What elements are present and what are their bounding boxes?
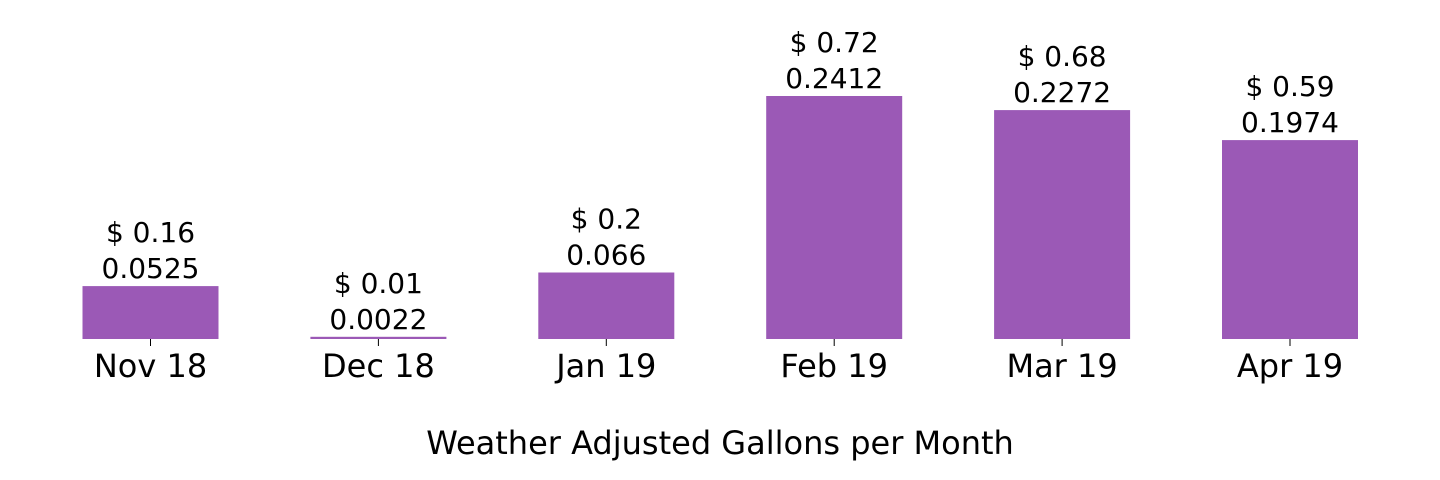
x-axis-label: Weather Adjusted Gallons per Month	[426, 424, 1014, 462]
x-tick-label: Mar 19	[1006, 347, 1117, 385]
cost-label: $ 0.72	[790, 26, 879, 59]
bar-apr-19	[1222, 140, 1358, 339]
cost-label: $ 0.68	[1018, 40, 1107, 73]
x-tick-label: Dec 18	[322, 347, 435, 385]
value-label: 0.2272	[1013, 76, 1111, 109]
cost-label: $ 0.01	[334, 267, 423, 300]
cost-label: $ 0.2	[571, 203, 642, 236]
bar-nov-18	[82, 286, 219, 339]
x-tick-label: Nov 18	[94, 347, 207, 385]
data-labels-group: 0.0525$ 0.16 0.0022$ 0.01 0.066$ 0.2 0.2412…	[102, 26, 1339, 336]
bar-jan-19	[538, 272, 675, 339]
cost-label: $ 0.16	[106, 216, 195, 249]
x-ticks-group: Nov 18 Dec 18 Jan 19 Feb 19 Mar 19 Apr 19	[94, 339, 1343, 385]
x-tick-label: Apr 19	[1237, 347, 1343, 385]
x-tick-label: Feb 19	[780, 347, 888, 385]
bar-mar-19	[994, 110, 1131, 339]
x-tick-label: Jan 19	[554, 347, 656, 385]
cost-label: $ 0.59	[1245, 70, 1334, 103]
bar-dec-18	[310, 336, 447, 339]
value-label: 0.1974	[1241, 106, 1339, 139]
value-label: 0.066	[566, 239, 646, 272]
bars-group	[82, 96, 1358, 339]
value-label: 0.2412	[785, 62, 883, 95]
value-label: 0.0525	[102, 252, 200, 285]
bar-feb-19	[766, 96, 903, 339]
value-label: 0.0022	[329, 303, 427, 336]
